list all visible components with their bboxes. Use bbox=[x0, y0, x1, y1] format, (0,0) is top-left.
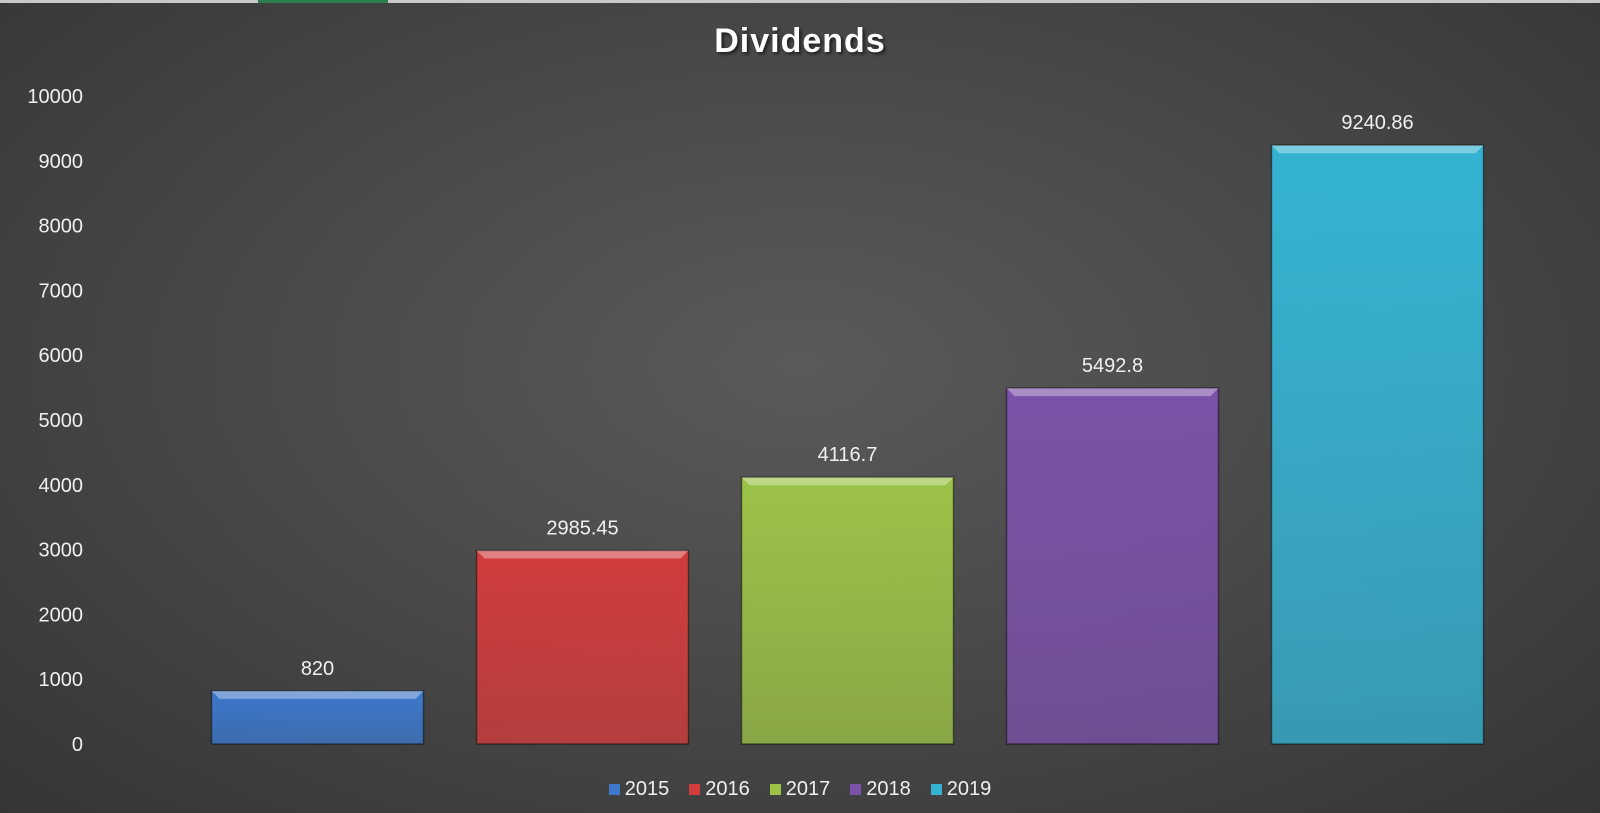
legend-item-2019: 2019 bbox=[930, 778, 992, 801]
bar-2017 bbox=[740, 476, 955, 745]
legend-label: 2018 bbox=[866, 778, 911, 800]
legend-item-2015: 2015 bbox=[608, 778, 670, 801]
top-border-accent bbox=[258, 0, 388, 3]
y-tick-label: 5000 bbox=[39, 410, 84, 432]
bar-2019 bbox=[1270, 144, 1485, 745]
bar-body bbox=[1005, 387, 1220, 745]
bar-body bbox=[210, 690, 425, 745]
bar-2016 bbox=[475, 549, 690, 745]
legend-label: 2015 bbox=[624, 778, 670, 800]
legend-swatch bbox=[608, 784, 620, 795]
data-label: 5492.8 bbox=[1082, 355, 1143, 377]
data-label: 4116.7 bbox=[818, 444, 878, 466]
y-tick-label: 6000 bbox=[39, 345, 84, 367]
y-tick-label: 1000 bbox=[39, 669, 84, 691]
legend-swatch bbox=[769, 784, 781, 795]
bar-bevel bbox=[1271, 145, 1484, 154]
data-label: 9240.86 bbox=[1341, 112, 1413, 134]
legend-swatch bbox=[930, 784, 942, 795]
chart-title: Dividends bbox=[714, 22, 886, 60]
bar-bevel bbox=[1006, 388, 1219, 397]
y-tick-label: 10000 bbox=[27, 86, 83, 108]
y-tick-label: 7000 bbox=[39, 280, 84, 302]
legend-swatch bbox=[850, 784, 862, 795]
bar-bevel bbox=[741, 477, 954, 486]
legend-item-2016: 2016 bbox=[689, 778, 750, 801]
bar-bevel bbox=[476, 550, 689, 559]
y-tick-label: 9000 bbox=[39, 151, 84, 173]
y-tick-label: 2000 bbox=[39, 604, 84, 626]
legend-label: 2019 bbox=[946, 778, 992, 800]
legend-item-2017: 2017 bbox=[769, 778, 831, 801]
y-tick-label: 4000 bbox=[39, 475, 84, 497]
legend-label: 2017 bbox=[785, 778, 831, 800]
y-tick-label: 3000 bbox=[39, 540, 84, 562]
bar-body bbox=[740, 476, 955, 745]
legend-swatch bbox=[689, 784, 701, 795]
bar-bevel bbox=[211, 690, 424, 699]
legend-item-2018: 2018 bbox=[850, 778, 911, 801]
y-tick-label: 8000 bbox=[39, 216, 84, 238]
bar-2018 bbox=[1005, 387, 1220, 745]
bar-body bbox=[1270, 144, 1485, 745]
top-border-strip bbox=[0, 0, 1600, 3]
y-tick-label: 0 bbox=[72, 734, 83, 756]
legend: 2015 2016 2017 2018 2019 bbox=[0, 778, 1600, 801]
data-label: 2985.45 bbox=[546, 518, 618, 540]
bar-2015 bbox=[210, 690, 425, 745]
legend-label: 2016 bbox=[705, 778, 750, 800]
bar-body bbox=[475, 549, 690, 745]
data-label: 820 bbox=[301, 658, 334, 680]
